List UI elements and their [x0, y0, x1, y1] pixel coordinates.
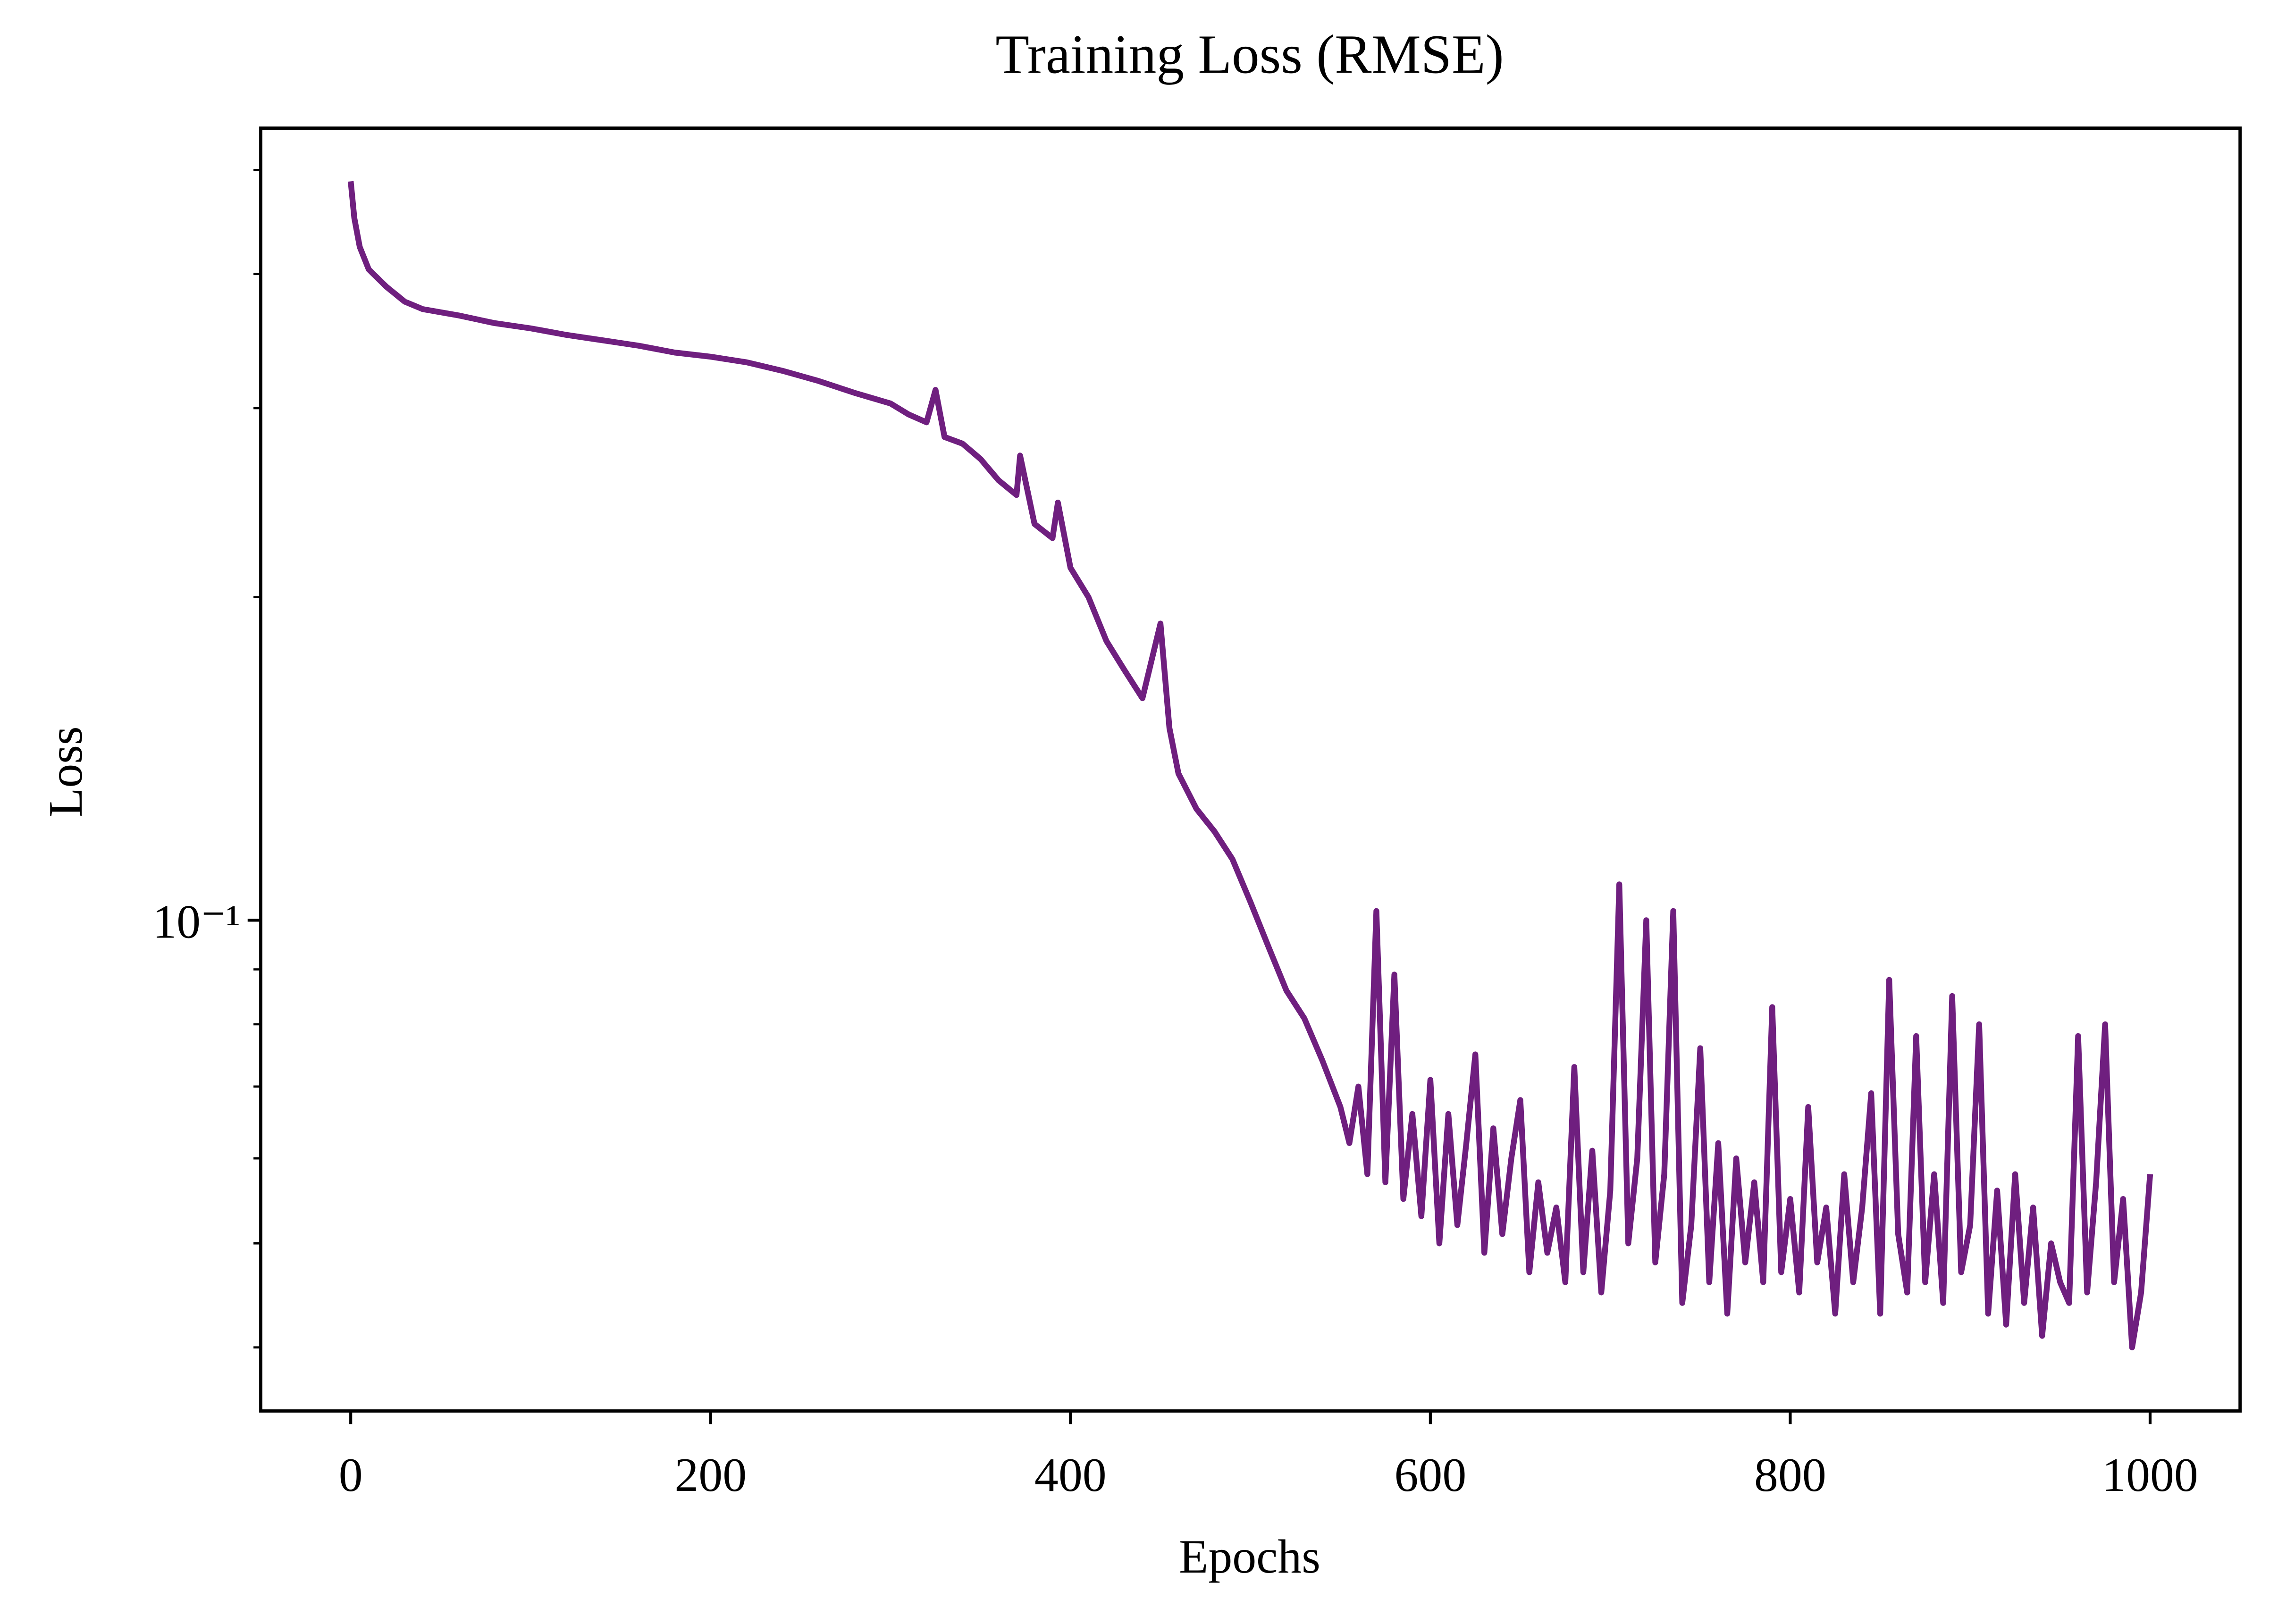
- x-axis-label: Epochs: [1179, 1530, 1320, 1583]
- x-tick-label: 1000: [2102, 1448, 2198, 1502]
- y-tick-label: 10⁻¹: [152, 895, 240, 948]
- x-tick-label: 0: [339, 1448, 363, 1502]
- x-tick-label: 400: [1034, 1448, 1107, 1502]
- y-axis-label: Loss: [39, 726, 92, 817]
- plot-frame: [259, 126, 2242, 1413]
- loss-line: [348, 181, 2153, 1350]
- x-tick-label: 200: [674, 1448, 747, 1502]
- x-tick-label: 800: [1754, 1448, 1826, 1502]
- x-tick-label: 600: [1394, 1448, 1466, 1502]
- chart-title: Training Loss (RMSE): [995, 24, 1504, 85]
